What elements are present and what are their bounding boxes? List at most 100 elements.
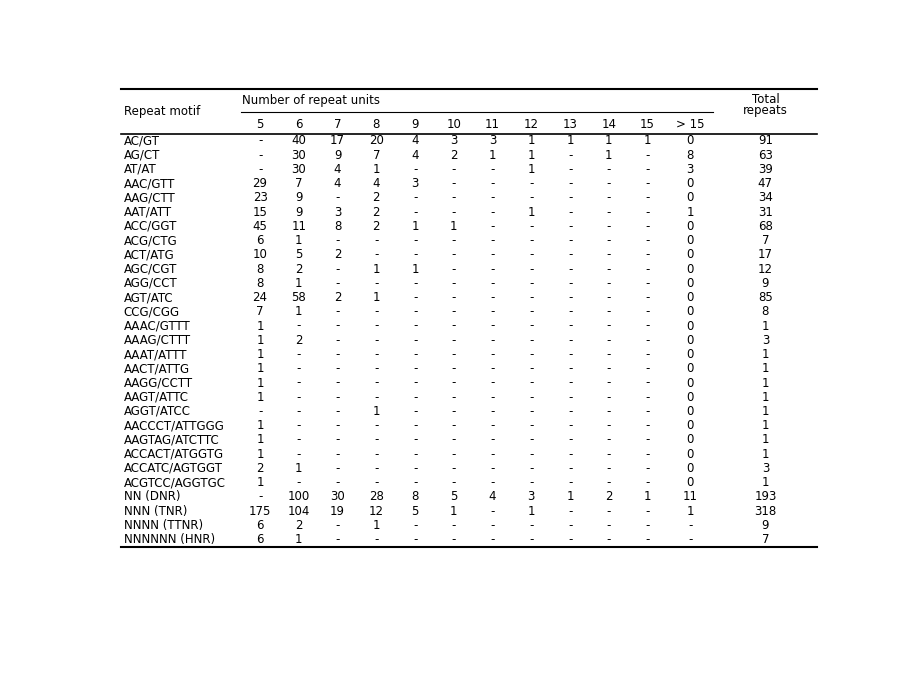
Text: -: - xyxy=(529,248,533,261)
Text: 0: 0 xyxy=(686,476,694,490)
Text: 17: 17 xyxy=(330,134,345,147)
Text: -: - xyxy=(490,476,495,490)
Text: -: - xyxy=(688,533,693,546)
Text: -: - xyxy=(529,334,533,346)
Text: AT/AT: AT/AT xyxy=(124,163,156,176)
Text: -: - xyxy=(296,348,301,361)
Text: -: - xyxy=(490,504,495,518)
Text: 104: 104 xyxy=(287,504,310,518)
Text: 2: 2 xyxy=(372,220,380,233)
Text: -: - xyxy=(645,248,650,261)
Text: -: - xyxy=(607,362,611,375)
Text: -: - xyxy=(568,277,572,290)
Text: 1: 1 xyxy=(566,490,574,504)
Text: -: - xyxy=(490,334,495,346)
Text: -: - xyxy=(568,447,572,461)
Text: -: - xyxy=(607,519,611,532)
Text: 14: 14 xyxy=(601,118,617,131)
Text: -: - xyxy=(336,262,339,275)
Text: 1: 1 xyxy=(761,433,770,447)
Text: -: - xyxy=(374,476,379,490)
Text: 11: 11 xyxy=(291,220,307,233)
Text: -: - xyxy=(336,376,339,389)
Text: 9: 9 xyxy=(295,205,303,218)
Text: -: - xyxy=(296,447,301,461)
Text: -: - xyxy=(413,462,417,475)
Text: AGT/ATC: AGT/ATC xyxy=(124,291,173,304)
Text: -: - xyxy=(645,462,650,475)
Text: -: - xyxy=(336,334,339,346)
Text: 3: 3 xyxy=(412,177,419,190)
Text: -: - xyxy=(607,205,611,218)
Text: AGC/CGT: AGC/CGT xyxy=(124,262,177,275)
Text: -: - xyxy=(413,533,417,546)
Text: -: - xyxy=(568,348,572,361)
Text: 1: 1 xyxy=(412,220,419,233)
Text: 34: 34 xyxy=(758,191,773,204)
Text: 1: 1 xyxy=(372,262,380,275)
Text: -: - xyxy=(568,220,572,233)
Text: -: - xyxy=(374,319,379,332)
Text: -: - xyxy=(529,305,533,318)
Text: -: - xyxy=(413,447,417,461)
Text: 91: 91 xyxy=(758,134,773,147)
Text: 0: 0 xyxy=(686,391,694,404)
Text: -: - xyxy=(645,291,650,304)
Text: -: - xyxy=(645,305,650,318)
Text: -: - xyxy=(645,419,650,433)
Text: -: - xyxy=(452,462,456,475)
Text: CCG/CGG: CCG/CGG xyxy=(124,305,180,318)
Text: -: - xyxy=(645,262,650,275)
Text: -: - xyxy=(568,234,572,247)
Text: 5: 5 xyxy=(412,504,419,518)
Text: -: - xyxy=(568,376,572,389)
Text: 30: 30 xyxy=(292,163,307,176)
Text: -: - xyxy=(568,163,572,176)
Text: 100: 100 xyxy=(287,490,310,504)
Text: -: - xyxy=(336,462,339,475)
Text: 1: 1 xyxy=(761,362,770,375)
Text: 1: 1 xyxy=(450,220,458,233)
Text: 13: 13 xyxy=(563,118,577,131)
Text: 0: 0 xyxy=(686,405,694,418)
Text: -: - xyxy=(374,419,379,433)
Text: 58: 58 xyxy=(292,291,307,304)
Text: -: - xyxy=(490,191,495,204)
Text: -: - xyxy=(452,191,456,204)
Text: 4: 4 xyxy=(489,490,496,504)
Text: -: - xyxy=(568,191,572,204)
Text: -: - xyxy=(568,334,572,346)
Text: 0: 0 xyxy=(686,319,694,332)
Text: -: - xyxy=(413,205,417,218)
Text: 5: 5 xyxy=(450,490,458,504)
Text: -: - xyxy=(258,163,263,176)
Text: 31: 31 xyxy=(758,205,773,218)
Text: 12: 12 xyxy=(369,504,383,518)
Text: -: - xyxy=(374,376,379,389)
Text: -: - xyxy=(490,220,495,233)
Text: -: - xyxy=(296,433,301,447)
Text: -: - xyxy=(529,220,533,233)
Text: ACG/CTG: ACG/CTG xyxy=(124,234,178,247)
Text: 3: 3 xyxy=(450,134,458,147)
Text: -: - xyxy=(529,319,533,332)
Text: -: - xyxy=(490,462,495,475)
Text: -: - xyxy=(413,476,417,490)
Text: 0: 0 xyxy=(686,462,694,475)
Text: 9: 9 xyxy=(295,191,303,204)
Text: -: - xyxy=(336,319,339,332)
Text: -: - xyxy=(452,519,456,532)
Text: 6: 6 xyxy=(256,519,264,532)
Text: 1: 1 xyxy=(644,490,651,504)
Text: -: - xyxy=(645,277,650,290)
Text: -: - xyxy=(607,220,611,233)
Text: -: - xyxy=(607,504,611,518)
Text: -: - xyxy=(452,433,456,447)
Text: 2: 2 xyxy=(295,262,303,275)
Text: 0: 0 xyxy=(686,419,694,433)
Text: -: - xyxy=(688,519,693,532)
Text: -: - xyxy=(336,433,339,447)
Text: -: - xyxy=(607,476,611,490)
Text: -: - xyxy=(529,277,533,290)
Text: -: - xyxy=(568,177,572,190)
